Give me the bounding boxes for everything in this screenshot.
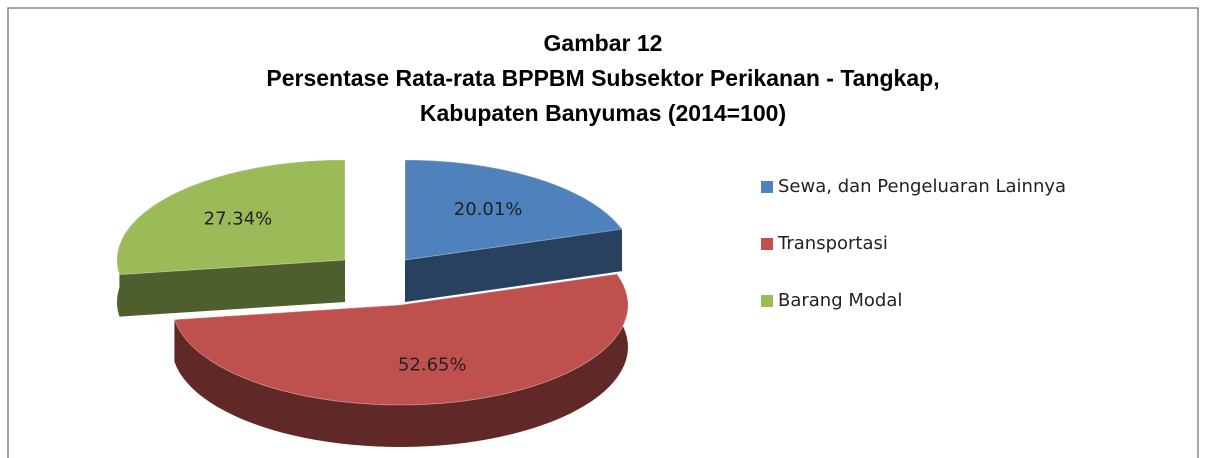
- slice-side: [405, 229, 622, 302]
- chart-title: Kabupaten Banyumas (2014=100): [420, 100, 786, 126]
- slice: [404, 159, 623, 261]
- chart-title: Gambar 12: [544, 30, 663, 56]
- legend-label: Barang Modal: [778, 290, 902, 311]
- data-label: 52.65%: [398, 354, 467, 375]
- chart-border: [7, 7, 1199, 458]
- legend-swatch: [761, 295, 773, 307]
- data-label: 20.01%: [454, 199, 523, 220]
- data-label: 27.34%: [204, 208, 273, 229]
- legend-label: Sewa, dan Pengeluaran Lainnya: [778, 176, 1066, 197]
- chart-title: Persentase Rata-rata BPPBM Subsektor Per…: [266, 65, 939, 91]
- legend-swatch: [761, 238, 773, 250]
- slice-side: [119, 260, 346, 317]
- slice-side: [174, 274, 628, 447]
- legend-label: Transportasi: [777, 233, 888, 254]
- slice: [116, 159, 346, 276]
- legend-swatch: [761, 181, 773, 193]
- slice: [173, 273, 629, 406]
